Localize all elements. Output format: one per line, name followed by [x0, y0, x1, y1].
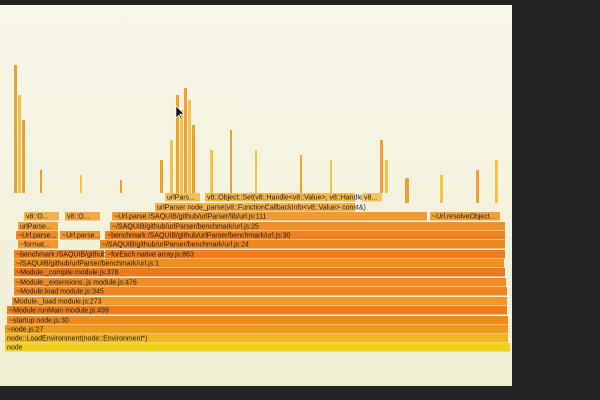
frame-label: ~Module._compile module.js:378 [16, 269, 119, 276]
frame[interactable] [112, 212, 427, 221]
frame[interactable] [165, 193, 200, 202]
frame-label: ~/SAQUIB/github/urlParser/benchmark/url.… [102, 241, 249, 248]
frame-label: ~Url.parse... [18, 232, 56, 239]
frame[interactable] [14, 250, 104, 259]
flame-spikes [14, 65, 498, 203]
frame[interactable] [65, 212, 100, 221]
frame-label: ~Url.parse /SAQUIB/github/urlParser/lib/… [114, 213, 267, 220]
frame[interactable] [24, 212, 59, 221]
frame-label: ~Url.resolveObject... [432, 213, 496, 220]
frame-label: ~benchmark /SAQUIB/github/... [16, 251, 114, 258]
frame-label: ~node.js:27 [7, 326, 43, 333]
frame-label: v8::O... [67, 213, 90, 220]
frame[interactable] [362, 193, 382, 202]
frame[interactable] [14, 259, 504, 268]
frame-label: v8::O... [26, 213, 49, 220]
frame[interactable] [7, 306, 507, 315]
frame-label: ~benchmark /SAQUIB/github/urlParser/benc… [107, 232, 291, 239]
frame-label: ~startup node.js:30 [9, 317, 69, 324]
frame-label: urlParse... [20, 223, 52, 230]
frame-label: node::LoadEnvironment(node::Environment*… [7, 335, 147, 342]
frame[interactable] [5, 343, 510, 352]
frame-label: ~Module.runMain module.js:499 [9, 307, 109, 314]
frame[interactable] [5, 334, 508, 343]
frame-label: ~format... [20, 241, 50, 248]
frames: node node::LoadEnvironment(node::Environm… [5, 193, 510, 352]
frame[interactable] [205, 193, 355, 202]
frame[interactable] [14, 287, 507, 296]
frame[interactable] [18, 240, 58, 249]
frame-label: v8... [364, 194, 377, 201]
frame[interactable] [105, 231, 505, 240]
frame[interactable] [110, 222, 505, 231]
frame-label: v8::Object::Set(v8::Handle<v8::Value>, v… [207, 194, 373, 201]
frame-label: urlParser node_parse(v8::FunctionCallbac… [157, 204, 366, 211]
frame[interactable] [430, 212, 500, 221]
mouse-cursor [175, 105, 185, 121]
frame[interactable] [5, 325, 508, 334]
frame[interactable] [105, 250, 505, 259]
frame[interactable] [14, 278, 506, 287]
frame-label: ~/SAQUIB/github/urlParser/benchmark/url.… [112, 223, 259, 230]
frame[interactable] [100, 240, 505, 249]
frame[interactable] [16, 231, 58, 240]
frame[interactable] [18, 222, 58, 231]
frame-label: ~Url.parse... [62, 232, 100, 239]
frame[interactable] [155, 203, 355, 212]
frame[interactable] [14, 268, 505, 277]
frame[interactable] [7, 316, 508, 325]
frame[interactable] [12, 297, 507, 306]
frame-label: node [7, 344, 23, 351]
frame-label: ~/SAQUIB/github/urlParser/benchmark/url.… [16, 260, 159, 267]
frame-label: Module._load module.js:273 [14, 298, 102, 305]
frame-label: ~Module.load module.js:345 [16, 288, 104, 295]
frame[interactable] [60, 231, 100, 240]
frame-label: ~Module._extensions..js module.js:476 [16, 279, 137, 286]
frame-label: ~forEach native array.js:863 [107, 251, 194, 258]
frame-label: urlPars... [167, 194, 195, 201]
